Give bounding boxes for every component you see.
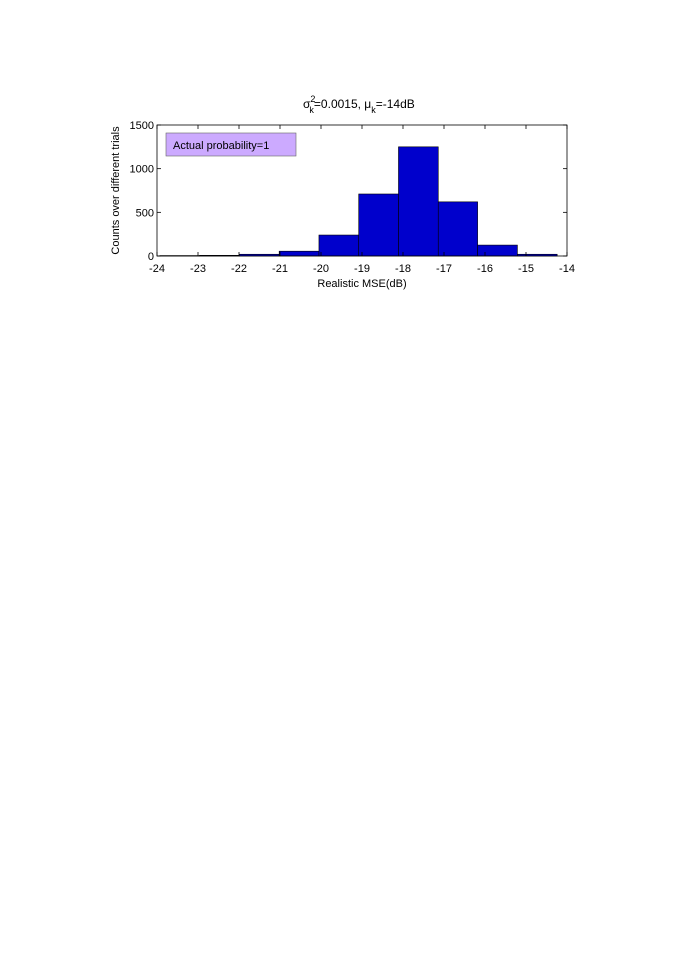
y-tick-label: 500 (136, 207, 154, 219)
x-tick-label: -19 (354, 263, 370, 275)
bar (437, 201, 478, 257)
x-tick-label: -17 (436, 263, 452, 275)
x-tick-label: -14 (559, 263, 575, 275)
chart-title: σ2 k=0.0015, μk=-14dB (303, 94, 415, 115)
bar (358, 193, 399, 257)
y-tick-label: 1500 (130, 120, 154, 132)
bar (477, 244, 518, 257)
title-part: k (309, 105, 314, 115)
bar (398, 146, 439, 257)
x-tick-label: -15 (518, 263, 534, 275)
title-part: k (371, 105, 376, 115)
x-tick-label: -16 (477, 263, 493, 275)
y-tick-label: 0 (148, 251, 154, 263)
y-axis-label: Counts over different trials (110, 126, 122, 255)
title-part: σ (303, 97, 311, 111)
y-tick-label: 1000 (130, 164, 154, 176)
x-tick-label: -20 (313, 263, 329, 275)
bar (278, 250, 320, 257)
annotation: Actual probability=1 (173, 140, 269, 152)
title-part: 2 (310, 94, 315, 104)
annotation-box (165, 132, 297, 157)
x-tick-label: -24 (149, 263, 165, 275)
x-axis-label: Realistic MSE(dB) (317, 278, 406, 290)
title-part: =0.0015, μ (314, 97, 371, 111)
x-tick-label: -21 (272, 263, 288, 275)
x-tick-label: -23 (190, 263, 206, 275)
bar (318, 234, 360, 257)
x-tick-label: -18 (395, 263, 411, 275)
x-tick-label: -22 (231, 263, 247, 275)
title-part: =-14dB (376, 97, 415, 111)
